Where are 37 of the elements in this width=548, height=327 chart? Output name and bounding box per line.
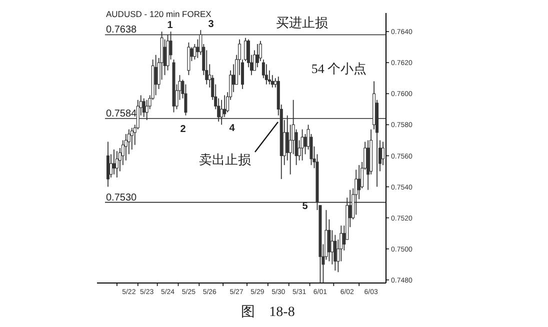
candlestick [256,44,259,68]
candlestick [106,141,110,188]
annotation: 1 [167,20,174,31]
annotation: 2 [180,124,186,135]
candlestick [184,84,188,116]
candlestick [223,94,226,118]
candlestick [300,128,304,161]
candlestick [109,154,112,178]
ref-line-label: 0.7530 [106,192,138,204]
candlestick [187,42,190,76]
annotation: 卖出止损 [199,152,251,167]
annotation: 4 [229,123,236,134]
candlestick [142,98,146,118]
candlestick [220,99,224,126]
annotation: 3 [208,19,214,30]
candlestick [358,164,361,200]
annotation: 54 个小点 [311,61,367,76]
candlestick [328,218,331,262]
chart-title: AUDUSD - 120 min FOREX [106,9,212,19]
candlestick [154,54,158,96]
candlestick [270,74,274,88]
candlestick [334,234,337,272]
candlestick [112,149,116,175]
ref-line-label: 0.7584 [106,108,138,120]
candlestick [130,127,134,150]
candlestick [264,64,268,85]
candlestick [115,150,118,178]
annotation: 买进止损 [276,15,328,30]
caption: 图 18-8 [241,305,295,320]
candlestick [124,134,128,161]
candlestick [330,230,334,265]
candlestick [196,38,200,58]
candlestick [145,99,148,121]
ref-line-label: 0.7638 [106,24,138,36]
candlestick [193,44,196,60]
candlestick [382,141,385,166]
candlestick [354,169,358,216]
